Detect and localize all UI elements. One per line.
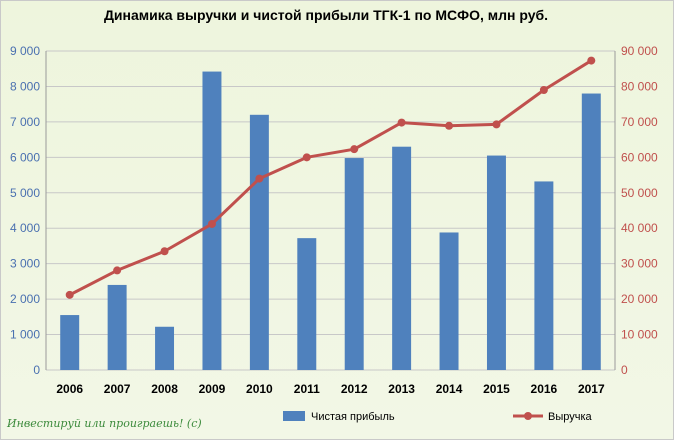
bar bbox=[344, 158, 364, 370]
y-right-tick-label: 50 000 bbox=[621, 186, 658, 200]
x-tick-label: 2008 bbox=[151, 382, 178, 396]
line-marker bbox=[350, 145, 359, 154]
y-left-tick-label: 5 000 bbox=[10, 186, 40, 200]
y-right-tick-label: 40 000 bbox=[621, 221, 658, 235]
bar bbox=[486, 155, 506, 370]
bar bbox=[107, 284, 127, 370]
bar bbox=[60, 315, 80, 370]
chart-title: Динамика выручки и чистой прибыли ТГК-1 … bbox=[104, 7, 548, 23]
legend-label-bar: Чистая прибыль bbox=[311, 411, 395, 423]
x-tick-label: 2009 bbox=[199, 382, 226, 396]
line-series bbox=[65, 56, 596, 299]
line-marker bbox=[587, 56, 596, 65]
line-marker bbox=[160, 247, 169, 256]
bar bbox=[534, 181, 554, 370]
bar bbox=[581, 93, 601, 371]
y-left-tick-label: 9 000 bbox=[10, 44, 40, 58]
y-right-tick-label: 10 000 bbox=[621, 328, 658, 342]
legend-swatch-marker bbox=[524, 412, 532, 420]
line-marker bbox=[539, 85, 548, 94]
x-tick-label: 2012 bbox=[341, 382, 368, 396]
y-left-tick-label: 4 000 bbox=[10, 221, 40, 235]
line-marker bbox=[255, 174, 264, 183]
legend-label-line: Выручка bbox=[548, 411, 593, 423]
line-marker bbox=[445, 121, 454, 130]
y-left-tick-label: 0 bbox=[33, 363, 40, 377]
x-tick-label: 2007 bbox=[104, 382, 131, 396]
y-left-tick-label: 6 000 bbox=[10, 150, 40, 164]
y-right-tick-label: 70 000 bbox=[621, 115, 658, 129]
y-left-tick-label: 7 000 bbox=[10, 115, 40, 129]
y-right-tick-label: 60 000 bbox=[621, 150, 658, 164]
x-tick-label: 2010 bbox=[246, 382, 273, 396]
bar bbox=[155, 326, 175, 370]
x-tick-label: 2013 bbox=[388, 382, 415, 396]
line-marker bbox=[113, 266, 122, 275]
line-marker bbox=[397, 118, 406, 127]
y-right-tick-label: 80 000 bbox=[621, 79, 658, 93]
watermark: Инвестируй или проиграешь! (с) bbox=[6, 417, 202, 430]
y-right-tick-label: 0 bbox=[621, 363, 628, 377]
gridlines bbox=[45, 50, 616, 371]
revenue-line bbox=[69, 59, 593, 297]
axis-ticks: 0 1 000 2 000 3 000 4 000 5 000 6 000 7 000 8 00… bbox=[10, 44, 658, 396]
bar-series bbox=[60, 71, 601, 371]
y-right-tick-label: 90 000 bbox=[621, 44, 658, 58]
legend: Чистая прибыль Выручка bbox=[283, 411, 593, 423]
x-tick-label: 2016 bbox=[531, 382, 558, 396]
x-tick-label: 2015 bbox=[483, 382, 510, 396]
x-tick-label: 2017 bbox=[578, 382, 605, 396]
legend-swatch-bar bbox=[283, 411, 305, 421]
x-tick-label: 2011 bbox=[294, 382, 320, 396]
y-left-tick-label: 3 000 bbox=[10, 257, 40, 271]
y-left-tick-label: 1 000 bbox=[10, 328, 40, 342]
bar bbox=[439, 232, 459, 370]
x-tick-label: 2014 bbox=[436, 382, 463, 396]
y-left-tick-label: 8 000 bbox=[10, 79, 40, 93]
y-right-tick-label: 30 000 bbox=[621, 257, 658, 271]
line-marker bbox=[207, 219, 216, 228]
bar bbox=[297, 238, 317, 370]
y-right-tick-label: 20 000 bbox=[621, 292, 658, 306]
line-marker bbox=[65, 290, 74, 299]
bar bbox=[392, 146, 412, 370]
y-left-tick-label: 2 000 bbox=[10, 292, 40, 306]
line-marker bbox=[302, 153, 311, 162]
x-tick-label: 2006 bbox=[56, 382, 83, 396]
line-marker bbox=[492, 120, 501, 129]
bar bbox=[249, 114, 269, 370]
